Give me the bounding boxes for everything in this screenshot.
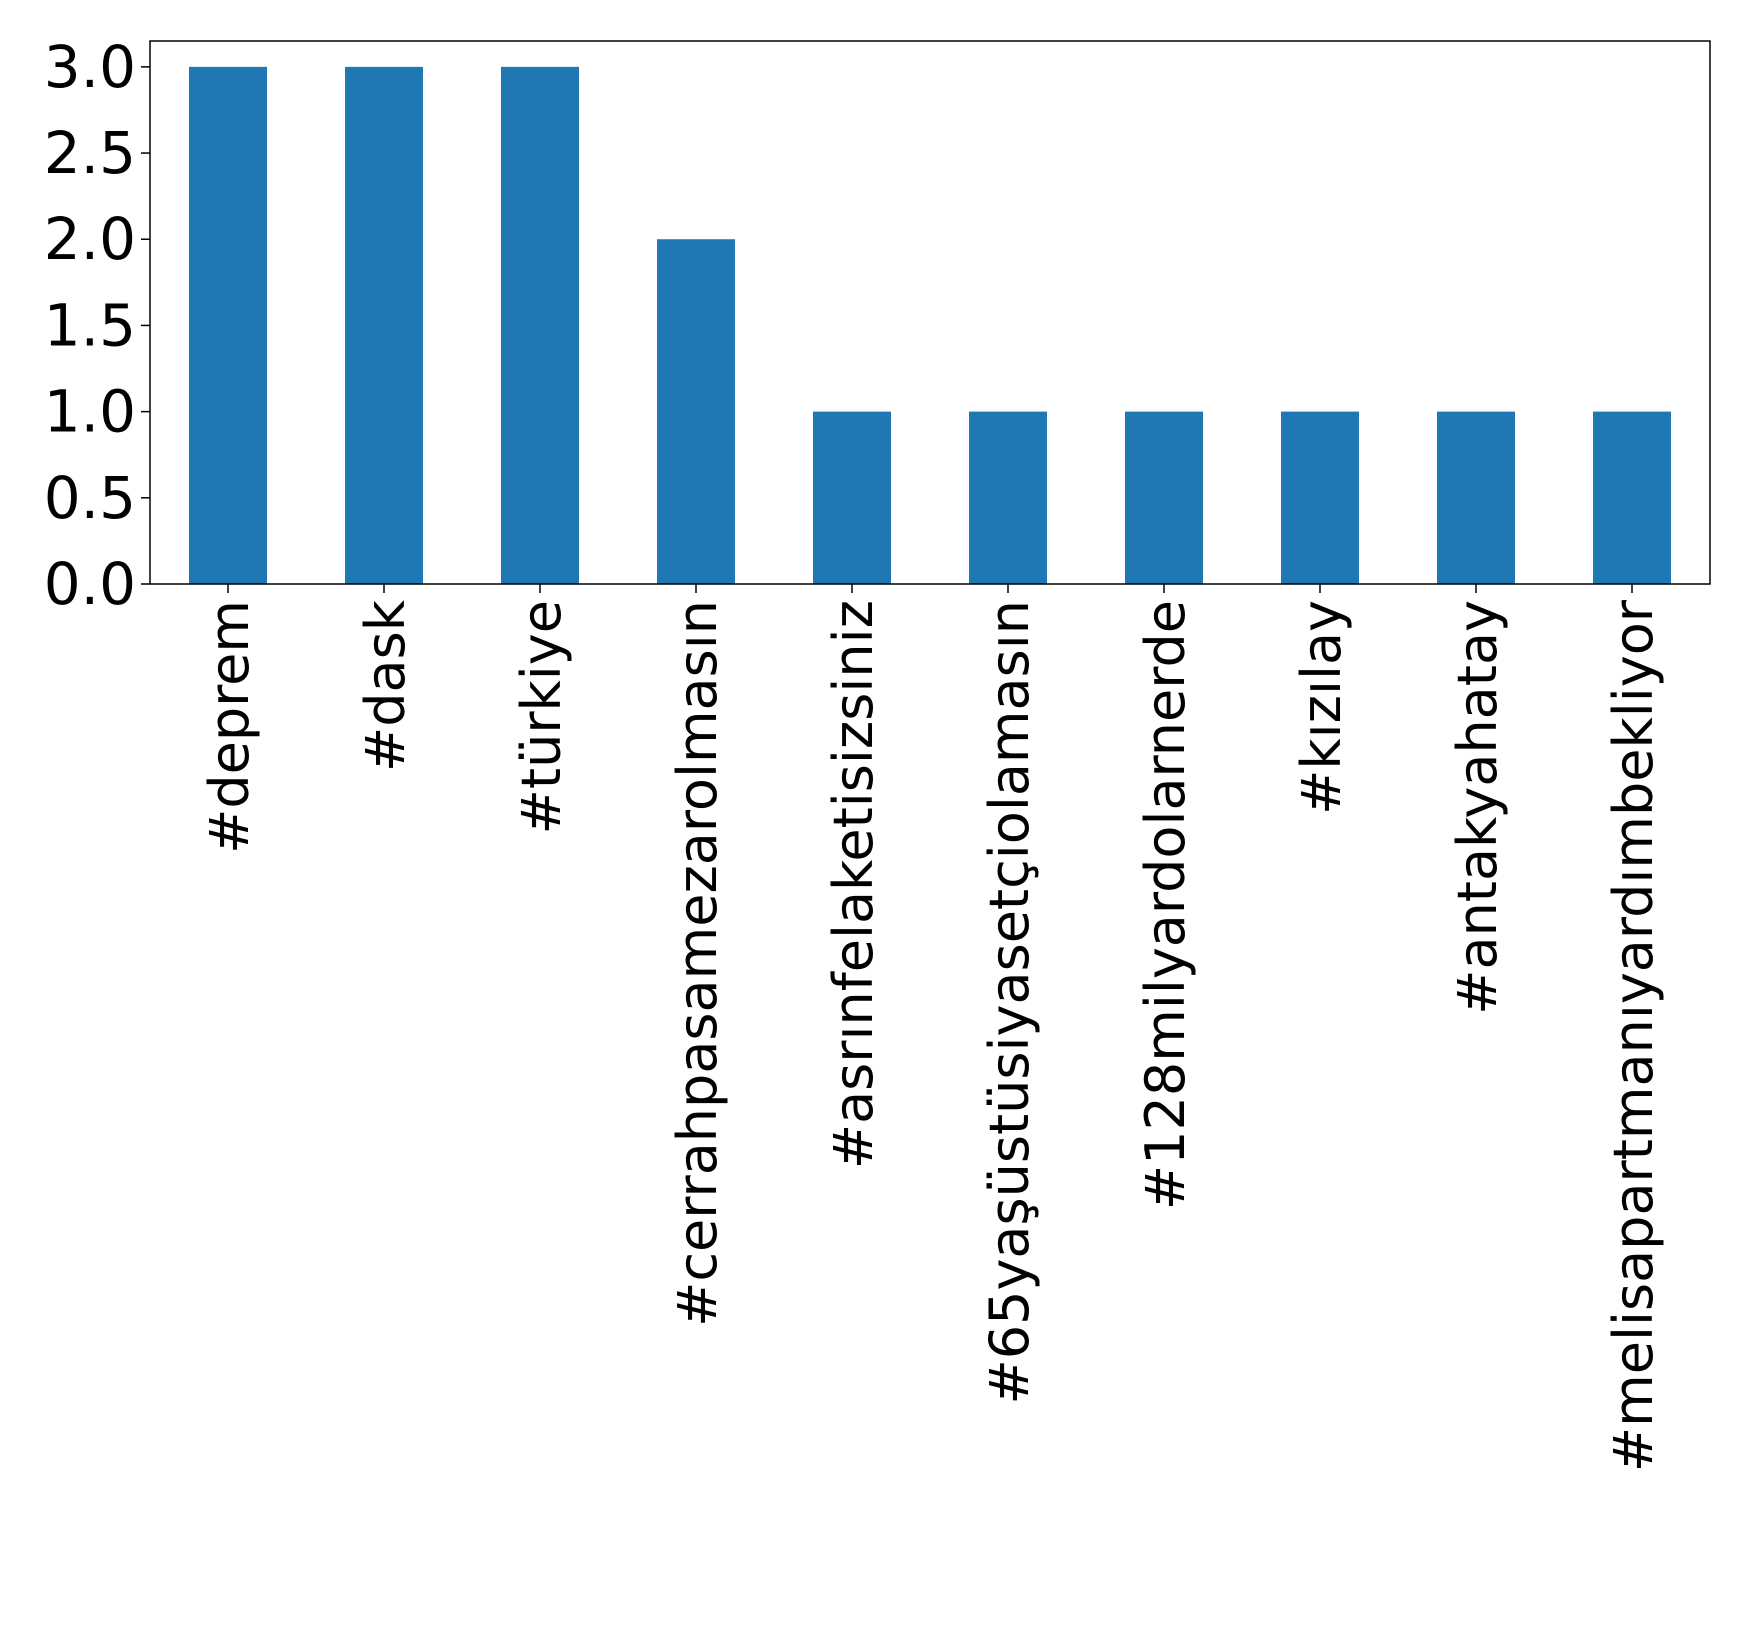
x-tick-label: #kızılay (1290, 600, 1353, 815)
bar (1281, 411, 1359, 584)
bars-layer (189, 66, 1671, 585)
bar (813, 411, 891, 584)
x-axis: #deprem #dask #türkiye #cerrahpasamezarolma… (198, 584, 1665, 1472)
y-tick-label: 2.5 (44, 119, 136, 187)
y-tick-label: 3.0 (44, 33, 136, 101)
x-tick-label: #128milyardolarnerde (1134, 600, 1197, 1210)
x-tick-label: #65yaşüstüsiyasetçiolamasın (978, 600, 1041, 1405)
x-tick-label: #antakyahatay (1446, 600, 1509, 1015)
y-tick-label: 0.0 (44, 550, 136, 618)
bar (345, 66, 423, 585)
bar (1593, 411, 1671, 584)
y-tick-label: 0.5 (44, 464, 136, 532)
y-axis: 0.0 0.5 1.0 1.5 2.0 2.5 3.0 (44, 33, 150, 618)
bar (969, 411, 1047, 584)
bar (189, 66, 267, 585)
plot-frame (149, 40, 1711, 585)
y-tick-label: 1.0 (44, 378, 136, 446)
bar (657, 239, 735, 584)
x-tick-label: #cerrahpasamezarolmasın (666, 600, 729, 1327)
y-tick-label: 2.0 (44, 205, 136, 273)
x-tick-label: #dask (354, 599, 417, 772)
x-tick-label: #melisapartmanıyardımbekliyor (1602, 599, 1665, 1472)
x-tick-label: #deprem (198, 600, 261, 854)
y-tick-label: 1.5 (44, 291, 136, 359)
bar (1437, 411, 1515, 584)
bar (501, 66, 579, 585)
x-tick-label: #asrınfelaketisizsiniz (822, 600, 885, 1169)
x-tick-label: #türkiye (510, 600, 573, 834)
bar (1125, 411, 1203, 584)
